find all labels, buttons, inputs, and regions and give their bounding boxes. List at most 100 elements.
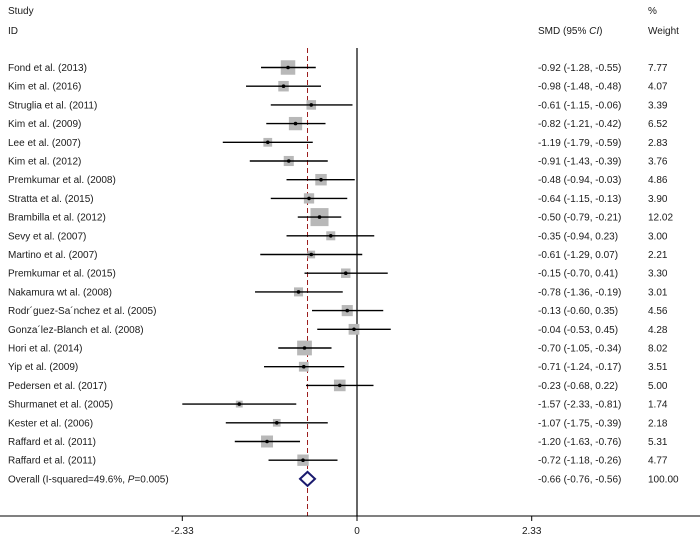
study-weight-text: 3.39: [648, 100, 668, 111]
study-ci-text: -0.04 (-0.53, 0.45): [538, 325, 618, 336]
study-weight-text: 4.07: [648, 82, 668, 93]
study-ci-text: -0.98 (-1.48, -0.48): [538, 82, 621, 93]
study-label: Premkumar et al. (2008): [8, 175, 116, 186]
study-point-estimate: [296, 290, 301, 294]
study-point-estimate: [274, 421, 279, 425]
study-row: Hori et al. (2014) -0.70 (-1.05, -0.34) 8.…: [8, 340, 668, 356]
overall-diamond: [298, 470, 317, 488]
study-weight-text: 2.21: [648, 250, 668, 261]
study-label: Martino et al. (2007): [8, 250, 98, 261]
study-ci-text: -0.13 (-0.60, 0.35): [538, 306, 618, 317]
study-point-estimate: [281, 84, 286, 88]
study-label: Raffard et al. (2011): [8, 456, 96, 467]
study-weight-text: 3.90: [648, 194, 668, 205]
study-point-estimate: [301, 364, 306, 369]
study-label: Fond et al. (2013): [8, 63, 87, 74]
header-smd: SMD (95% CI): [538, 26, 602, 37]
study-weight-text: 3.01: [648, 287, 668, 298]
x-axis: -2.33 0 2.33: [0, 515, 700, 537]
study-ci-text: -0.91 (-1.43, -0.39): [538, 157, 621, 168]
study-point-estimate: [307, 196, 311, 201]
study-weight-text: 3.30: [648, 269, 668, 280]
study-point-estimate: [302, 346, 307, 350]
study-ci-text: -0.15 (-0.70, 0.41): [538, 269, 618, 280]
study-weight-text: 2.18: [648, 418, 668, 429]
study-weight-text: 8.02: [648, 344, 668, 355]
study-row: Premkumar et al. (2015) -0.15 (-0.70, 0.4…: [8, 268, 668, 280]
study-label: Stratta et al. (2015): [8, 194, 94, 205]
study-row: Raffard et al. (2011) -0.72 (-1.18, -0.26…: [8, 454, 668, 467]
study-row: Fond et al. (2013) -0.92 (-1.28, -0.55) 7.…: [8, 60, 668, 75]
study-ci-text: -0.35 (-0.94, 0.23): [538, 231, 618, 242]
study-label: Raffard et al. (2011): [8, 437, 96, 448]
study-ci-text: -0.70 (-1.05, -0.34): [538, 344, 621, 355]
overall-label: Overall (I-squared=49.6%, P=0.005): [8, 474, 169, 485]
study-row: Rodr´guez-Sa´nchez et al. (2005) -0.13 (-…: [8, 305, 668, 317]
study-label: Gonza´lez-Blanch et al. (2008): [8, 324, 144, 336]
study-point-estimate: [309, 103, 314, 107]
header-percent: %: [648, 6, 657, 17]
study-label: Kim et al. (2016): [8, 82, 81, 93]
study-row: Struglia et al. (2011) -0.61 (-1.15, -0.0…: [8, 100, 668, 111]
study-weight-text: 12.02: [648, 213, 673, 224]
study-label: Shurmanet et al. (2005): [8, 400, 113, 411]
study-row: Lee et al. (2007) -1.19 (-1.79, -0.59) 2.8…: [8, 138, 668, 149]
overall-ci-text: -0.66 (-0.76, -0.56): [538, 474, 621, 485]
overall-weight-text: 100.00: [648, 474, 679, 485]
study-row: Pedersen et al. (2017) -0.23 (-0.68, 0.22…: [8, 379, 668, 392]
study-row: Sevy et al. (2007) -0.35 (-0.94, 0.23) 3.0…: [8, 231, 668, 242]
study-weight-text: 5.00: [648, 381, 668, 392]
study-weight-text: 3.00: [648, 231, 668, 242]
study-label: Kester et al. (2006): [8, 418, 93, 429]
header-smd-ci: CI: [589, 26, 599, 37]
study-point-estimate: [352, 327, 356, 332]
study-label: Kim et al. (2012): [8, 157, 81, 168]
study-point-estimate: [265, 140, 270, 145]
study-row: Yip et al. (2009) -0.71 (-1.24, -0.17) 3.5…: [8, 361, 668, 373]
study-row: Brambilla et al. (2012) -0.50 (-0.79, -0.…: [8, 208, 673, 227]
study-row: Shurmanet et al. (2005) -1.57 (-2.33, -0.…: [8, 400, 668, 411]
study-point-estimate: [317, 215, 322, 219]
study-ci-text: -1.07 (-1.75, -0.39): [538, 418, 621, 429]
overall-label-suffix: =0.005): [134, 474, 168, 485]
study-label: Pedersen et al. (2017): [8, 381, 107, 392]
study-weight-text: 4.86: [648, 175, 668, 186]
study-weight-text: 5.31: [648, 437, 668, 448]
study-weight-text: 4.77: [648, 456, 668, 467]
study-point-estimate: [265, 439, 269, 444]
study-weight-text: 3.51: [648, 362, 668, 373]
study-point-estimate: [237, 402, 242, 406]
header-weight: Weight: [648, 26, 679, 37]
study-label: Hori et al. (2014): [8, 344, 82, 355]
study-row: Raffard et al. (2011) -1.20 (-1.63, -0.76…: [8, 435, 668, 448]
study-ci-text: -0.71 (-1.24, -0.17): [538, 362, 621, 373]
study-row: Kester et al. (2006) -1.07 (-1.75, -0.39)…: [8, 418, 668, 429]
study-ci-text: -0.72 (-1.18, -0.26): [538, 456, 621, 467]
study-row: Kim et al. (2016) -0.98 (-1.48, -0.48) 4.0…: [8, 80, 668, 93]
study-ci-text: -0.50 (-0.79, -0.21): [538, 213, 621, 224]
study-weight-text: 1.74: [648, 400, 668, 411]
study-ci-text: -0.82 (-1.21, -0.42): [538, 119, 621, 130]
study-label: Kim et al. (2009): [8, 119, 81, 130]
study-row: Martino et al. (2007) -0.61 (-1.29, 0.07)…: [8, 250, 668, 261]
study-label: Lee et al. (2007): [8, 138, 81, 149]
study-rows: Fond et al. (2013) -0.92 (-1.28, -0.55) 7.…: [8, 60, 673, 467]
study-row: Kim et al. (2012) -0.91 (-1.43, -0.39) 3.7…: [8, 155, 668, 168]
study-ci-text: -0.64 (-1.15, -0.13): [538, 194, 621, 205]
study-point-estimate: [343, 271, 348, 276]
study-ci-text: -1.19 (-1.79, -0.59): [538, 138, 621, 149]
study-weight-text: 4.56: [648, 306, 668, 317]
study-row: Nakamura wt al. (2008) -0.78 (-1.36, -0.1…: [8, 287, 668, 298]
study-row: Kim et al. (2009) -0.82 (-1.21, -0.42) 6.5…: [8, 116, 668, 131]
study-point-estimate: [337, 383, 342, 388]
study-label: Struglia et al. (2011): [8, 100, 97, 111]
study-label: Premkumar et al. (2015): [8, 269, 116, 280]
study-ci-text: -0.78 (-1.36, -0.19): [538, 287, 621, 298]
study-weight-text: 3.76: [648, 157, 668, 168]
study-label: Sevy et al. (2007): [8, 231, 86, 242]
study-label: Brambilla et al. (2012): [8, 213, 106, 224]
study-ci-text: -1.20 (-1.63, -0.76): [538, 437, 621, 448]
study-point-estimate: [345, 308, 350, 313]
study-row: Premkumar et al. (2008) -0.48 (-0.94, -0.…: [8, 173, 668, 186]
study-weight-text: 7.77: [648, 63, 668, 74]
